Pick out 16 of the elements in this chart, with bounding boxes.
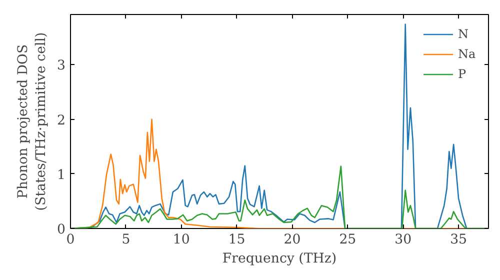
x-tick-label: 10 [172,232,190,248]
y-tick-label: 0 [57,222,66,238]
y-tick-label: 2 [57,113,66,128]
legend-label: P [458,67,468,81]
legend-label: Na [458,47,477,61]
x-tick-label: 15 [228,232,246,248]
y-axis-title: Phonon projected DOS (States/THz·primitive cell) [16,32,50,211]
y-tick-label: 1 [57,168,66,183]
x-tick-label: 35 [450,232,468,248]
x-tick-label: 20 [284,232,301,248]
x-tick-label: 5 [122,232,130,248]
y-tick-label: 3 [57,58,66,74]
legend-label: N [458,27,470,41]
x-axis-title: Frequency (THz) [222,252,337,266]
x-tick-label: 30 [394,232,412,248]
x-tick-label: 25 [339,232,356,248]
